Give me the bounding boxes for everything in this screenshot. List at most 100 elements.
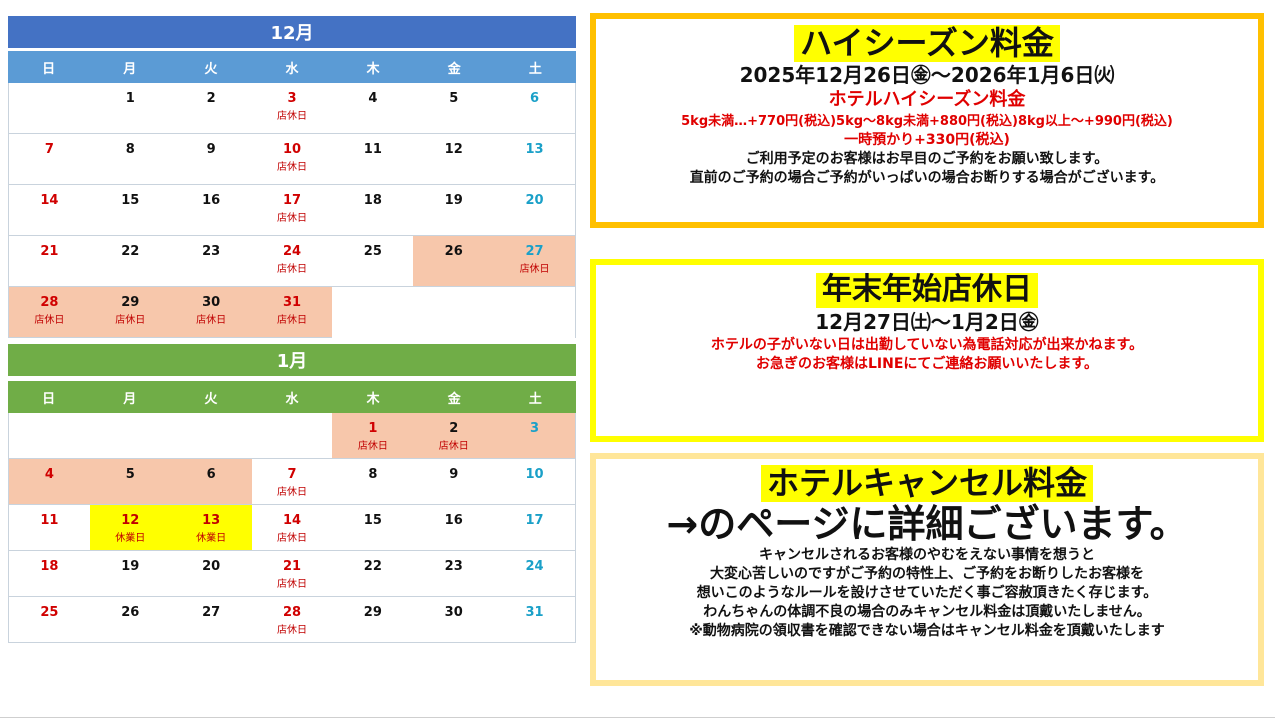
calendar-day-cell: 24 店休日	[251, 236, 333, 287]
calendar-day-cell: 23	[413, 551, 495, 597]
day-number: 3	[530, 421, 540, 436]
day-number: 28	[40, 295, 59, 310]
high-season-prices: 5kg未満…+770円(税込)5kg～8kg未満+880円(税込)8kg以上～+…	[681, 113, 1173, 129]
day-number: 30	[202, 295, 221, 310]
calendar-day-cell: 19	[413, 185, 495, 236]
day-number: 18	[363, 193, 382, 208]
weekday-label: 月	[123, 391, 137, 407]
calendar-day-cell: 10	[494, 459, 575, 505]
closing-dates: 12月27日㈯～1月2日㊎	[815, 309, 1039, 334]
high-season-panel: ハイシーズン料金 2025年12月26日㊎～2026年1月6日㈫ ホテルハイシー…	[590, 13, 1264, 228]
day-number: 24	[525, 559, 544, 574]
weekday-label: 日	[42, 61, 56, 77]
calendar-day-cell	[494, 287, 575, 338]
weekday-label: 土	[528, 391, 542, 407]
day-number: 22	[121, 244, 140, 259]
day-note: 店休日	[276, 315, 307, 326]
weekday-label: 金	[447, 391, 461, 407]
calendar-day-cell: 9	[413, 459, 495, 505]
calendar-day-cell: 22	[89, 236, 171, 287]
day-number: 31	[525, 605, 544, 620]
year-end-closing-panel: 年末年始店休日 12月27日㈯～1月2日㊎ ホテルの子がいない日は出勤していない…	[590, 259, 1264, 442]
calendar-day-cell: 29 店休日	[89, 287, 171, 338]
day-note: 店休日	[438, 441, 469, 452]
weekday-label: 水	[285, 391, 299, 407]
day-note: 店休日	[276, 213, 307, 224]
day-number: 26	[444, 244, 463, 259]
december-grid: 1 2 3 店休日 4 5 6 7 8 9 10 店休日 11 12 13 14 15 16 17 店休日 18 19 20…	[8, 83, 576, 338]
day-number: 31	[282, 295, 302, 310]
weekday-label: 木	[366, 61, 380, 77]
day-number: 20	[525, 193, 544, 208]
cancel-policy-line: 想いこのようなルールを設けさせていただく事ご容赦頂きたく存じます。	[696, 584, 1158, 601]
day-number: 4	[44, 467, 54, 482]
calendar-day-cell: 26	[413, 236, 495, 287]
calendar-day-cell: 19	[89, 551, 171, 597]
calendar-day-cell: 28 店休日	[251, 597, 333, 643]
cancel-policy-line: キャンセルされるお客様のやむをえない事情を想うと	[759, 546, 1095, 563]
january-title: 1月	[8, 344, 576, 376]
day-number: 9	[449, 467, 459, 482]
calendar-day-cell: 29	[332, 597, 414, 643]
calendar-day-cell: 26	[89, 597, 171, 643]
day-note: 店休日	[276, 533, 307, 544]
calendar-day-cell: 24	[494, 551, 575, 597]
day-note: 店休日	[115, 315, 146, 326]
calendar-day-cell: 21 店休日	[251, 551, 333, 597]
day-number: 21	[40, 244, 59, 259]
day-number: 20	[202, 559, 221, 574]
day-number: 23	[202, 244, 221, 259]
day-number: 27	[202, 605, 221, 620]
calendar-day-cell: 3 店休日	[251, 83, 333, 134]
calendar-day-cell	[332, 287, 413, 338]
high-season-note-2: 直前のご予約の場合ご予約がいっぱいの場合お断りする場合がございます。	[689, 169, 1165, 186]
cancel-title: ホテルキャンセル料金	[760, 465, 1093, 502]
cancel-subtitle: →のページに詳細ございます。	[666, 501, 1188, 546]
calendar-day-cell: 13 休業日	[170, 505, 252, 551]
day-number: 19	[121, 559, 140, 574]
day-number: 5	[125, 467, 135, 482]
calendar-day-cell: 20	[494, 185, 575, 236]
day-number: 3	[287, 91, 297, 106]
calendar-day-cell: 22	[332, 551, 414, 597]
day-note: 店休日	[519, 264, 550, 275]
calendar-day-cell: 11	[332, 134, 414, 185]
day-number: 10	[525, 467, 544, 482]
calendar-day-cell: 25	[332, 236, 414, 287]
day-number: 15	[363, 513, 382, 528]
day-number: 9	[206, 142, 216, 157]
calendar-day-cell: 7	[9, 134, 90, 185]
calendar-day-cell: 16	[413, 505, 495, 551]
high-season-note-1: ご利用予定のお客様はお早目のご予約をお願い致します。	[745, 150, 1109, 167]
closing-title: 年末年始店休日	[816, 272, 1038, 308]
day-number: 1	[368, 421, 378, 436]
day-note: 店休日	[357, 441, 388, 452]
day-note: 店休日	[34, 315, 65, 326]
calendar-day-cell: 14 店休日	[251, 505, 333, 551]
calendar-day-cell: 5	[89, 459, 171, 505]
december-weekday-header: 日月火水木金土	[8, 51, 576, 83]
calendar-day-cell: 8	[332, 459, 414, 505]
december-title: 12月	[8, 16, 576, 48]
day-number: 8	[368, 467, 378, 482]
day-number: 7	[44, 142, 54, 157]
calendar-day-cell: 27 店休日	[494, 236, 575, 287]
closing-note-1: ホテルの子がいない日は出勤していない為電話対応が出来かねます。	[710, 336, 1144, 353]
day-note: 店休日	[196, 315, 227, 326]
calendar-day-cell: 10 店休日	[251, 134, 333, 185]
calendar-day-cell	[170, 413, 252, 459]
high-season-dates: 2025年12月26日㊎～2026年1月6日㈫	[739, 62, 1115, 87]
day-number: 11	[363, 142, 382, 157]
calendar-day-cell: 28 店休日	[9, 287, 90, 338]
day-number: 12	[444, 142, 463, 157]
calendar-day-cell: 6	[170, 459, 252, 505]
calendar-day-cell: 17 店休日	[251, 185, 333, 236]
weekday-label: 日	[42, 391, 56, 407]
calendar-day-cell: 9	[170, 134, 252, 185]
weekday-label: 火	[204, 391, 218, 407]
calendar-day-cell: 16	[170, 185, 252, 236]
day-note: 店休日	[276, 264, 307, 275]
day-number: 1	[125, 91, 135, 106]
calendar-day-cell	[9, 83, 90, 134]
cancel-policy-line: 大変心苦しいのですがご予約の特性上、ご予約をお断りしたお客様を	[710, 565, 1144, 582]
